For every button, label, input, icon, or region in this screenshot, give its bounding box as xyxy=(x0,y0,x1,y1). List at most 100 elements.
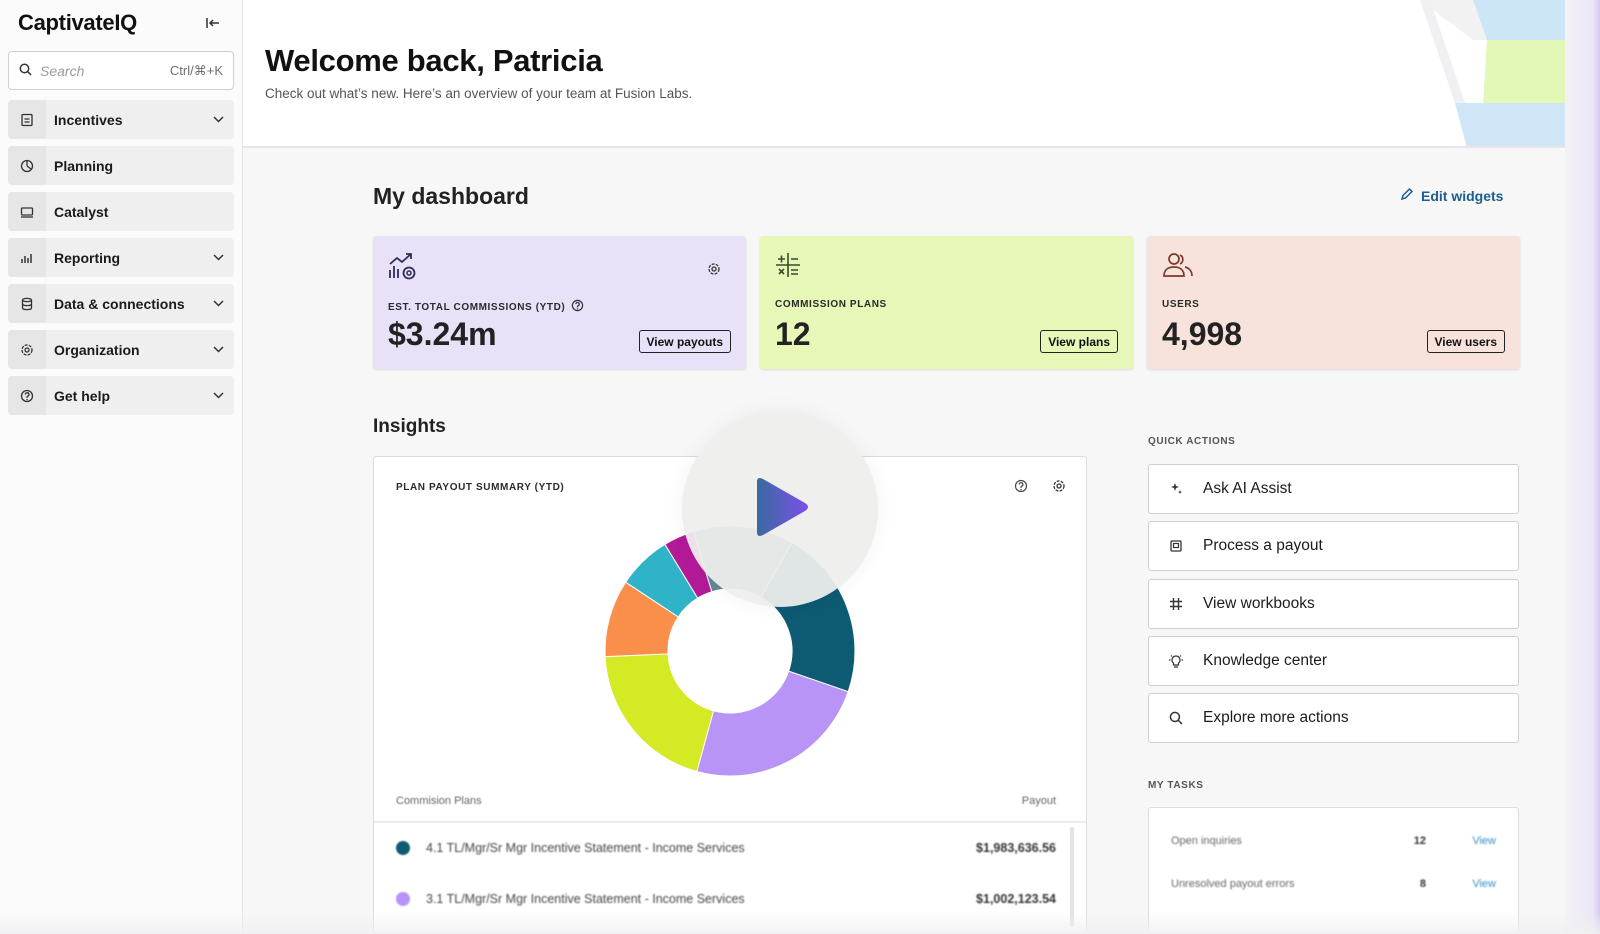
calculator-icon xyxy=(775,252,801,283)
panel-title: PLAN PAYOUT SUMMARY (YTD) xyxy=(396,482,565,493)
gear-icon[interactable] xyxy=(707,262,721,281)
users-card: USERS 4,998 View users xyxy=(1147,236,1520,369)
card-label-row: EST. TOTAL COMMISSIONS (YTD) xyxy=(388,299,584,315)
sidebar-item-reporting[interactable]: Reporting xyxy=(8,238,234,277)
quick-actions-title: QUICK ACTIONS xyxy=(1148,436,1236,447)
card-label: EST. TOTAL COMMISSIONS (YTD) xyxy=(388,301,566,313)
quick-action-label: View workbooks xyxy=(1203,595,1315,612)
sidebar-item-label: Get help xyxy=(54,387,111,404)
commissions-card: EST. TOTAL COMMISSIONS (YTD) $3.24m View… xyxy=(373,236,746,369)
col-header-plans: Commision Plans xyxy=(396,795,482,807)
view-users-button[interactable]: View users xyxy=(1426,330,1505,353)
commissions-chart-icon xyxy=(388,252,418,285)
gear-icon[interactable] xyxy=(1052,479,1066,498)
edit-widgets-label: Edit widgets xyxy=(1421,187,1504,204)
card-label-row: COMMISSION PLANS xyxy=(775,299,887,310)
lightbulb-icon xyxy=(1149,653,1203,669)
divider xyxy=(374,821,1086,823)
task-count: 12 xyxy=(1413,835,1426,847)
page-subtitle: Check out what’s new. Here’s an overview… xyxy=(265,86,693,101)
sidebar-item-catalyst[interactable]: Catalyst xyxy=(8,192,234,231)
table-row[interactable]: 4.1 TL/Mgr/Sr Mgr Incentive Statement - … xyxy=(396,833,1056,863)
users-icon xyxy=(1162,252,1194,283)
sparkle-icon xyxy=(1149,482,1203,496)
sidebar-item-label: Catalyst xyxy=(54,203,109,220)
card-value: $3.24m xyxy=(388,316,497,352)
view-payouts-button[interactable]: View payouts xyxy=(638,330,731,353)
page-header: Welcome back, Patricia Check out what’s … xyxy=(243,0,1565,148)
task-row[interactable]: Unresolved payout errors 8 View xyxy=(1171,878,1496,890)
card-value: 4,998 xyxy=(1162,316,1243,352)
card-label-row: USERS xyxy=(1162,299,1199,310)
sidebar-item-incentives[interactable]: Incentives xyxy=(8,100,234,139)
video-play-button[interactable] xyxy=(682,411,878,607)
view-workbooks-button[interactable]: View workbooks xyxy=(1148,579,1519,629)
col-header-payout: Payout xyxy=(1021,795,1056,807)
donut-segment[interactable] xyxy=(696,670,849,776)
task-count: 8 xyxy=(1419,878,1426,890)
ask-ai-assist-button[interactable]: Ask AI Assist xyxy=(1148,464,1519,514)
sidebar-item-planning[interactable]: Planning xyxy=(8,146,234,185)
incentives-icon xyxy=(8,100,46,139)
sidebar-item-get-help[interactable]: Get help xyxy=(8,376,234,415)
process-payout-button[interactable]: Process a payout xyxy=(1148,521,1519,571)
edit-widgets-button[interactable]: Edit widgets xyxy=(1400,187,1503,204)
card-label: COMMISSION PLANS xyxy=(775,299,887,310)
task-row[interactable]: Open inquiries 12 View xyxy=(1171,835,1496,847)
search-shortcut: Ctrl/⌘+K xyxy=(169,62,223,78)
sidebar-item-label: Reporting xyxy=(54,249,121,266)
sidebar-item-label: Data & connections xyxy=(54,295,185,312)
plan-amount: $1,002,123.54 xyxy=(976,892,1056,906)
scrollbar[interactable] xyxy=(1070,827,1074,927)
my-tasks-title: MY TASKS xyxy=(1148,780,1204,791)
sidebar-item-data-connections[interactable]: Data & connections xyxy=(8,284,234,323)
dashboard-title: My dashboard xyxy=(373,183,529,209)
explore-more-actions-button[interactable]: Explore more actions xyxy=(1148,693,1519,743)
sidebar: CaptivateIQ Search Ctrl/⌘+K Incentives P… xyxy=(0,0,243,934)
help-icon xyxy=(8,376,46,415)
search-input[interactable]: Search Ctrl/⌘+K xyxy=(8,51,234,90)
table-row[interactable]: 3.1 TL/Mgr/Sr Mgr Incentive Statement - … xyxy=(396,884,1056,914)
insights-title: Insights xyxy=(373,416,446,437)
donut-segment[interactable] xyxy=(605,653,715,773)
chevron-down-icon xyxy=(202,300,234,307)
knowledge-center-button[interactable]: Knowledge center xyxy=(1148,636,1519,686)
quick-action-label: Knowledge center xyxy=(1203,652,1328,669)
task-name: Unresolved payout errors xyxy=(1171,878,1295,890)
card-value: 12 xyxy=(775,316,811,352)
task-view-link[interactable]: View xyxy=(1472,835,1496,847)
search-icon xyxy=(19,63,32,79)
task-view-link[interactable]: View xyxy=(1472,878,1496,890)
sidebar-item-label: Organization xyxy=(54,341,140,358)
header-decoration xyxy=(1420,0,1565,146)
sidebar-item-organization[interactable]: Organization xyxy=(8,330,234,369)
view-plans-button[interactable]: View plans xyxy=(1040,330,1118,353)
app-logo[interactable]: CaptivateIQ xyxy=(18,10,137,35)
plan-amount: $1,983,636.56 xyxy=(976,841,1056,855)
gear-icon xyxy=(8,330,46,369)
chevron-down-icon xyxy=(202,254,234,261)
my-tasks-panel: Open inquiries 12 View Unresolved payout… xyxy=(1148,807,1519,934)
grid-icon xyxy=(1149,597,1203,611)
commission-plans-card: COMMISSION PLANS 12 View plans xyxy=(760,236,1133,369)
right-edge xyxy=(1565,0,1600,934)
help-icon[interactable] xyxy=(1014,479,1028,498)
quick-action-label: Explore more actions xyxy=(1203,709,1349,726)
planning-icon xyxy=(8,146,46,185)
page-title: Welcome back, Patricia xyxy=(265,43,603,78)
quick-action-label: Process a payout xyxy=(1203,537,1323,554)
help-icon[interactable] xyxy=(571,299,584,315)
chevron-down-icon xyxy=(202,346,234,353)
database-icon xyxy=(8,284,46,323)
sidebar-item-label: Incentives xyxy=(54,111,123,128)
payout-icon xyxy=(1149,539,1203,553)
collapse-sidebar-icon[interactable] xyxy=(202,12,224,34)
sidebar-nav: Incentives Planning Catalyst Reporting xyxy=(0,100,242,415)
logo-row: CaptivateIQ xyxy=(0,0,242,46)
search-icon xyxy=(1149,711,1203,725)
task-name: Open inquiries xyxy=(1171,835,1242,847)
legend-dot xyxy=(396,892,410,906)
plan-name: 4.1 TL/Mgr/Sr Mgr Incentive Statement - … xyxy=(426,841,745,855)
pencil-icon xyxy=(1400,187,1414,204)
plan-name: 3.1 TL/Mgr/Sr Mgr Incentive Statement - … xyxy=(426,892,745,906)
